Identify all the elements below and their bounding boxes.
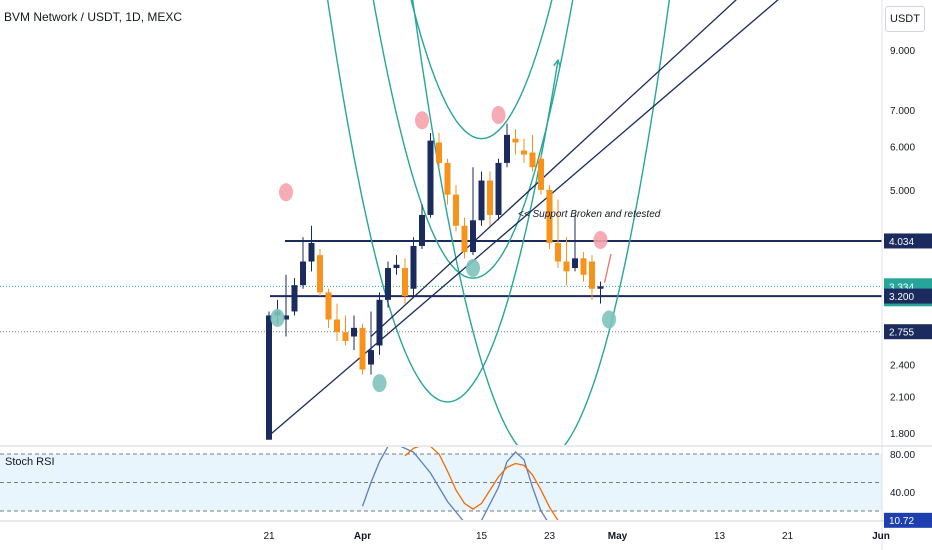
candle-body-8 [334, 319, 340, 333]
time-tick-6: 21 [782, 531, 794, 542]
rsi-value-label: 10.72 [889, 516, 914, 527]
candle-body-24 [470, 220, 476, 253]
candle-body-17 [410, 245, 417, 289]
trendline-0 [268, 0, 779, 437]
price-tick-8: 2.400 [890, 361, 915, 372]
price-tick-10: 1.800 [890, 429, 915, 440]
candle-body-14 [385, 268, 391, 300]
candle-body-19 [427, 140, 434, 215]
price-tag-4: 4.034 [889, 237, 914, 248]
candle-body-9 [342, 332, 349, 341]
time-tick-4: May [608, 531, 628, 542]
candle-body-34 [555, 242, 561, 262]
candle-body-20 [436, 142, 442, 163]
price-tick-1: 7.000 [890, 106, 915, 117]
annotation-text: << Support Broken and retested [518, 209, 661, 220]
stoch-k-line [361, 447, 548, 520]
candle-body-28 [504, 134, 510, 163]
candle-body-6 [317, 255, 323, 293]
time-tick-1: Apr [354, 531, 371, 542]
time-tick-7: Jun [872, 531, 890, 542]
marker-low-1 [372, 374, 387, 393]
marker-high-1 [415, 111, 429, 130]
candle-body-13 [376, 299, 383, 346]
candle-body-10 [351, 327, 357, 337]
rsi-tick-80: 80.00 [890, 450, 915, 461]
price-tick-2: 6.000 [890, 142, 915, 153]
candle-body-27 [495, 162, 502, 215]
marker-low-0 [270, 308, 285, 327]
candle-body-32 [538, 158, 544, 190]
candle-body-3 [291, 285, 298, 312]
marker-high-3 [593, 231, 608, 250]
candle-body-7 [325, 292, 332, 320]
candle-body-15 [393, 264, 400, 269]
price-tag-7: 2.755 [889, 328, 914, 339]
arc-curve-0 [372, 0, 574, 279]
candle-body-30 [521, 150, 527, 155]
candle-body-5 [308, 242, 315, 262]
candle-body-22 [453, 194, 459, 226]
candle-body-23 [461, 225, 468, 253]
candle-body-25 [478, 180, 485, 221]
arc-arrowhead-2 [553, 58, 561, 68]
stoch-d-line [404, 447, 559, 520]
candle-body-16 [402, 268, 408, 297]
retest-arrow [603, 253, 612, 283]
price-tick-0: 9.000 [890, 46, 915, 57]
stoch-rsi-pane [0, 447, 882, 520]
price-tick-9: 2.100 [890, 392, 915, 403]
time-tick-2: 15 [476, 531, 488, 542]
candle-body-38 [589, 261, 595, 289]
time-tick-3: 23 [544, 531, 556, 542]
marker-low-2 [466, 259, 480, 278]
candle-body-36 [572, 258, 578, 269]
currency-unit-button[interactable]: USDT [885, 6, 925, 32]
price-tag-bg-6 [884, 288, 932, 304]
candle-body-37 [580, 258, 587, 275]
candle-body-0 [266, 315, 272, 440]
candle-body-18 [419, 214, 425, 246]
candle-body-26 [487, 180, 493, 215]
candle-body-2 [283, 315, 289, 320]
marker-high-0 [279, 183, 293, 202]
main-pane [0, 0, 882, 445]
rsi-tick-40: 40.00 [890, 488, 915, 499]
candle-body-4 [300, 261, 306, 286]
candle-body-31 [529, 152, 536, 168]
time-tick-5: 13 [714, 531, 726, 542]
candle-body-35 [563, 261, 570, 272]
candle-body-21 [444, 162, 451, 195]
indicator-label[interactable]: Stoch RSI [5, 456, 55, 468]
price-tag-6: 3.200 [889, 292, 914, 303]
arc-curve-3 [411, 0, 671, 445]
marker-low-3 [602, 310, 616, 329]
price-tag-bg-7 [884, 324, 932, 340]
time-tick-0: 21 [263, 531, 275, 542]
candle-body-33 [546, 189, 553, 243]
candle-body-11 [359, 327, 366, 370]
arc-curve-1 [410, 0, 553, 140]
rsi-value-bg [884, 512, 932, 528]
arc-curve-2 [326, 0, 559, 403]
chart-title: BVM Network / USDT, 1D, MEXC [4, 10, 183, 24]
price-tag-5: 3.334 [889, 282, 914, 293]
trendline-1 [370, 0, 737, 337]
price-tag-bg-4 [884, 233, 932, 249]
candle-body-12 [368, 350, 374, 365]
candle-body-39 [597, 286, 604, 289]
candle-body-29 [512, 138, 519, 143]
marker-high-2 [491, 105, 506, 124]
price-tick-3: 5.000 [890, 186, 915, 197]
